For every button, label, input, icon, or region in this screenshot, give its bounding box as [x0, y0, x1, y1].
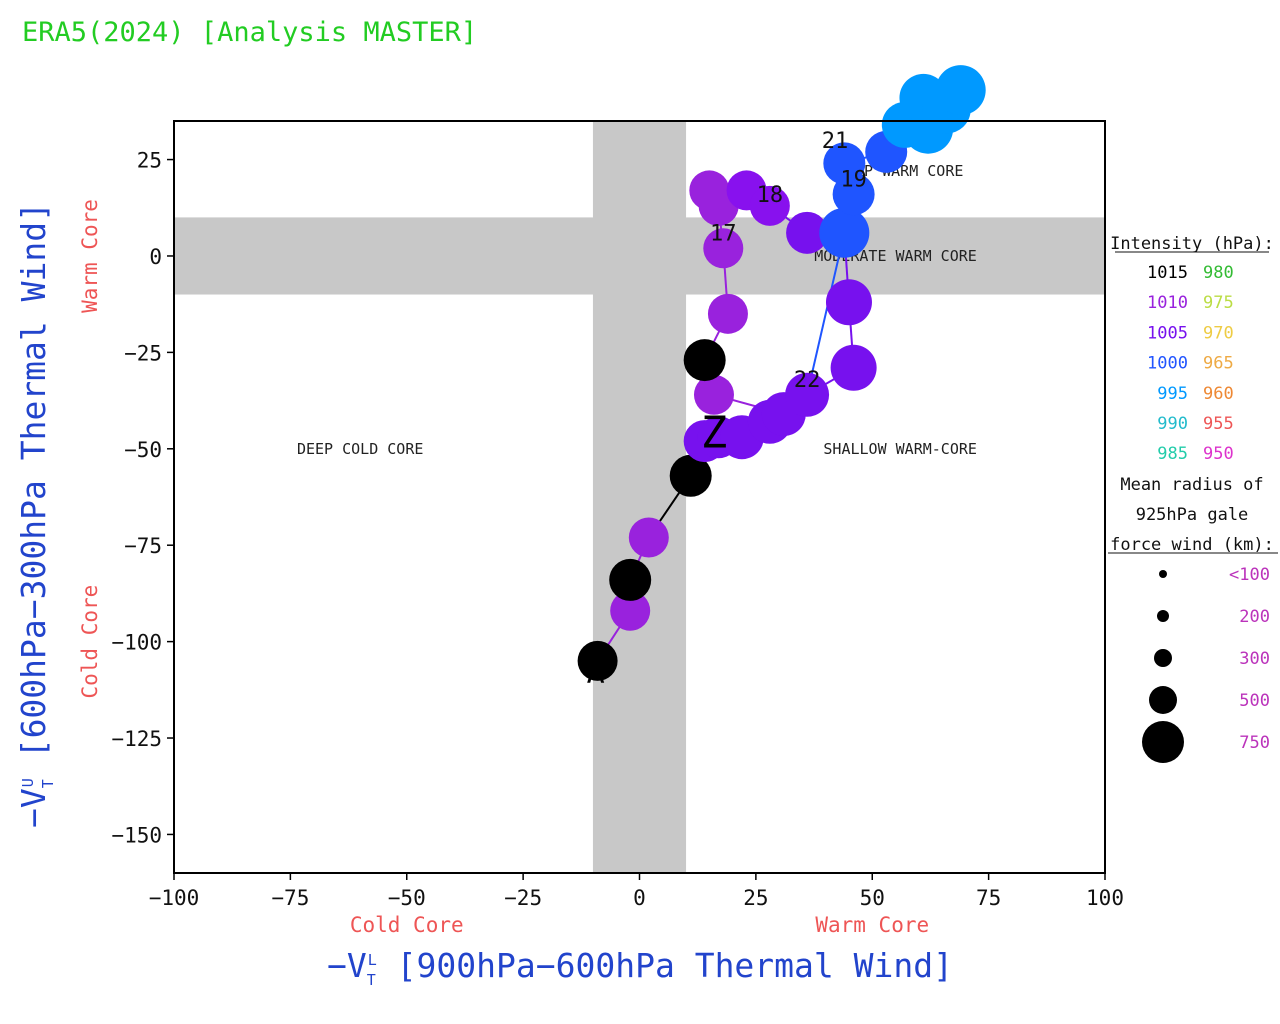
intensity-value: 970 [1203, 323, 1234, 343]
intensity-value: 1000 [1147, 354, 1188, 374]
y-warm-core-label: Warm Core [78, 199, 102, 313]
y-tick-label: −125 [111, 727, 162, 751]
track-point [830, 344, 877, 391]
track-point [577, 640, 618, 681]
intensity-value: 1010 [1147, 293, 1188, 313]
intensity-value: 1015 [1147, 263, 1188, 283]
track-point [825, 279, 872, 326]
track-point [689, 170, 730, 211]
radius-marker [1149, 686, 1177, 714]
radius-legend-title: force wind (km): [1110, 535, 1274, 555]
x-warm-core-label: Warm Core [815, 913, 929, 937]
day-label: 22 [794, 368, 821, 393]
x-tick-label: 0 [633, 886, 646, 910]
chart-title: ERA5(2024) [Analysis MASTER] [22, 17, 477, 48]
day-label: 21 [822, 129, 849, 154]
track-point [785, 372, 830, 417]
intensity-legend-title: Intensity (hPa): [1110, 234, 1274, 254]
track-point [693, 374, 734, 415]
y-tick-label: −150 [111, 823, 162, 847]
end-marker: Z [701, 407, 728, 458]
intensity-value: 960 [1203, 384, 1234, 404]
region-label: DEEP WARM CORE [837, 162, 963, 180]
horizontal-band [174, 217, 1105, 295]
intensity-value: 1005 [1147, 323, 1188, 343]
region-label: SHALLOW WARM-CORE [823, 440, 977, 458]
radius-marker [1159, 570, 1167, 578]
track-point [823, 142, 866, 185]
x-tick-label: 25 [743, 886, 768, 910]
x-tick-label: 75 [976, 886, 1001, 910]
track-segment [806, 232, 846, 396]
radius-marker [1154, 649, 1172, 667]
y-tick-label: −25 [124, 341, 162, 365]
track-point [609, 558, 652, 601]
radius-label: 200 [1239, 607, 1270, 627]
track-point [749, 185, 790, 226]
axes: −100 −75 −50 −25 0 25 50 75 100 25 0 −25 −50 −75 −100 −… [14, 120, 1124, 989]
radius-label: 500 [1239, 691, 1270, 711]
intensity-value: 965 [1203, 354, 1234, 374]
y-tick-label: 0 [149, 245, 162, 269]
x-tick-label: 100 [1086, 886, 1124, 910]
day-label: 18 [757, 183, 784, 208]
intensity-value: 995 [1157, 384, 1188, 404]
start-marker: A [587, 656, 605, 691]
radius-label: 750 [1239, 733, 1270, 753]
track-point [610, 590, 651, 631]
y-tick-label: 25 [137, 149, 162, 173]
track-point [703, 228, 744, 269]
x-tick-label: −25 [504, 886, 542, 910]
radius-label: 300 [1239, 649, 1270, 669]
region-label: DEEP COLD CORE [297, 440, 423, 458]
x-tick-label: 50 [860, 886, 885, 910]
intensity-value: 980 [1203, 263, 1234, 283]
x-tick-label: −50 [388, 886, 426, 910]
y-tick-label: −75 [124, 534, 162, 558]
track-point [628, 517, 669, 558]
day-label: 17 [710, 222, 737, 247]
y-tick-label: −50 [124, 438, 162, 462]
x-cold-core-label: Cold Core [350, 913, 464, 937]
track-point [683, 339, 726, 382]
intensity-value: 975 [1203, 293, 1234, 313]
x-tick-label: −100 [149, 886, 200, 910]
radius-legend-title: 925hPa gale [1136, 505, 1249, 525]
intensity-value: 950 [1203, 444, 1234, 464]
y-axis-title: −VTU [600hPa−300hPa Thermal Wind] [14, 202, 57, 828]
intensity-value: 990 [1157, 414, 1188, 434]
y-tick-label: −100 [111, 631, 162, 655]
gray-bands [174, 121, 1105, 873]
intensity-value: 955 [1203, 414, 1234, 434]
track-point [786, 211, 829, 254]
day-label: 19 [840, 168, 867, 193]
intensity-value: 985 [1157, 444, 1188, 464]
radius-legend-title: Mean radius of [1120, 475, 1263, 495]
x-axis-title: −VTL [900hPa−600hPa Thermal Wind] [327, 946, 953, 989]
radius-label: <100 [1229, 565, 1270, 585]
radius-marker [1142, 721, 1184, 763]
legend: Intensity (hPa): 1015 980 1010 975 1005 970 100… [1108, 234, 1278, 763]
x-tick-label: −75 [271, 886, 309, 910]
track-point [935, 65, 986, 116]
track-point [707, 293, 748, 334]
track-point [819, 207, 870, 258]
y-cold-core-label: Cold Core [78, 585, 102, 699]
radius-marker [1157, 610, 1169, 622]
track-point [669, 454, 712, 497]
